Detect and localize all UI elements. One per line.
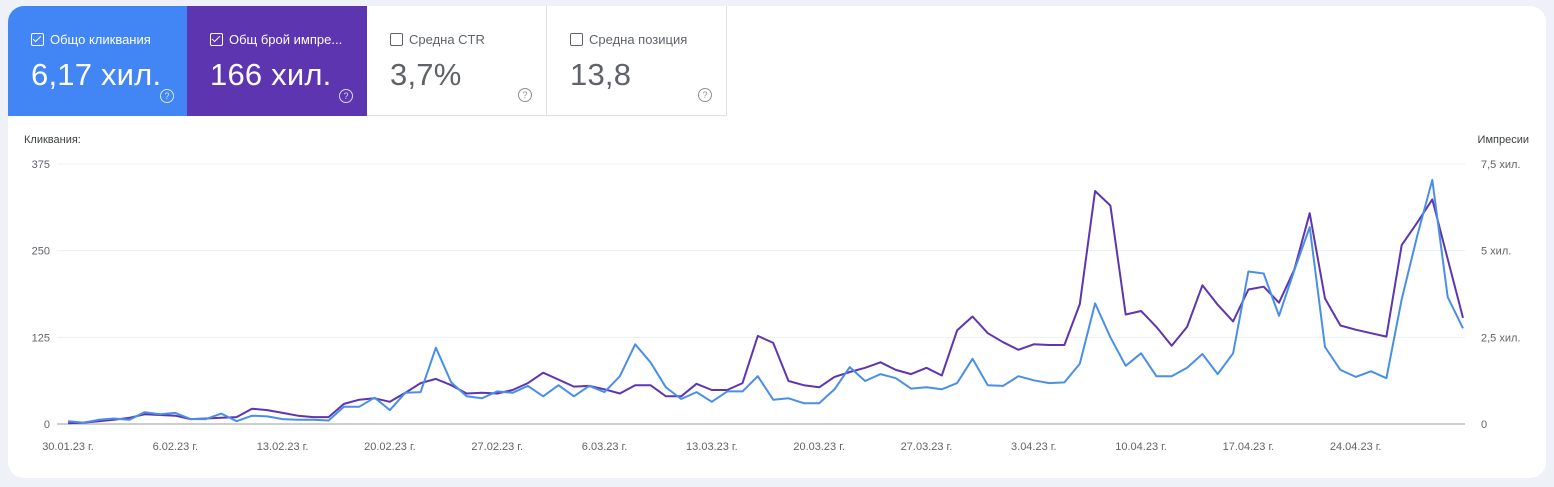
x-tick-label: 17.04.23 г. (1223, 441, 1275, 453)
left-axis-title: Кликвания: (24, 134, 81, 146)
checkbox-checked-icon[interactable] (31, 33, 44, 46)
y-right-tick-label: 2,5 хил. (1481, 332, 1520, 344)
checkbox-unchecked-icon[interactable] (570, 33, 583, 46)
right-axis-title: Импресии (1477, 134, 1529, 146)
metric-label: Средна позиция (589, 32, 688, 47)
metric-value: 3,7% (390, 57, 462, 92)
checkbox-checked-icon[interactable] (210, 33, 223, 46)
y-right-tick-label: 5 хил. (1481, 246, 1511, 258)
x-tick-label: 20.02.23 г. (364, 441, 416, 453)
clicks-series-line (67, 178, 1464, 424)
impressions-series-line (67, 190, 1464, 425)
metric-tile-position[interactable]: Средна позиция 13,8 ? (547, 6, 727, 116)
x-tick-label: 20.03.23 г. (793, 441, 845, 453)
x-tick-label: 27.03.23 г. (901, 441, 953, 453)
help-icon[interactable]: ? (518, 88, 532, 102)
y-left-tick-label: 0 (44, 419, 50, 431)
y-left-tick-label: 375 (32, 159, 50, 171)
help-icon[interactable]: ? (698, 88, 712, 102)
y-right-tick-label: 7,5 хил. (1481, 159, 1520, 171)
metric-label: Общо кликвания (50, 32, 151, 47)
metric-label: Средна CTR (409, 32, 485, 47)
help-icon[interactable]: ? (339, 89, 353, 103)
metric-value: 166 хил. (210, 57, 332, 92)
help-icon[interactable]: ? (160, 89, 174, 103)
x-tick-label: 6.02.23 г. (153, 441, 198, 453)
metric-value: 13,8 (570, 57, 632, 92)
y-left-tick-label: 250 (32, 246, 50, 258)
metric-label: Общ брой импре... (229, 32, 343, 47)
metric-value: 6,17 хил. (31, 57, 162, 92)
y-right-tick-label: 0 (1481, 419, 1487, 431)
x-tick-label: 13.03.23 г. (686, 441, 738, 453)
x-tick-label: 3.04.23 г. (1011, 441, 1056, 453)
x-tick-label: 30.01.23 г. (42, 441, 94, 453)
x-tick-label: 10.04.23 г. (1115, 441, 1167, 453)
x-tick-label: 27.02.23 г. (471, 441, 523, 453)
checkbox-unchecked-icon[interactable] (390, 33, 403, 46)
x-tick-label: 13.02.23 г. (257, 441, 309, 453)
y-left-tick-label: 125 (32, 332, 50, 344)
metric-tile-clicks[interactable]: Общо кликвания 6,17 хил. ? (8, 6, 188, 116)
x-tick-label: 6.03.23 г. (582, 441, 627, 453)
metric-tile-ctr[interactable]: Средна CTR 3,7% ? (367, 6, 547, 116)
x-tick-label: 24.04.23 г. (1330, 441, 1382, 453)
metric-tile-impressions[interactable]: Общ брой импре... 166 хил. ? (187, 6, 367, 116)
